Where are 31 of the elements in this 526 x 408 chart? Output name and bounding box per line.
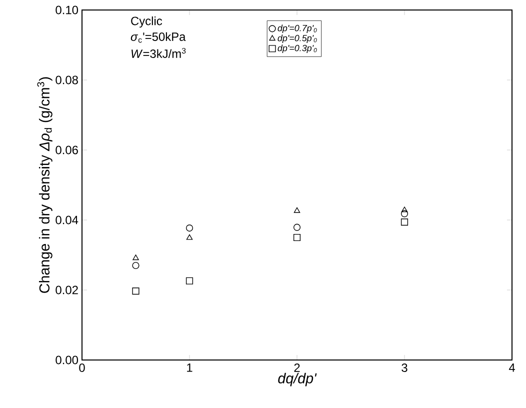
point xyxy=(132,288,140,295)
x-tick-label: 4 xyxy=(508,364,515,372)
annotation: σ$_{c}$'=50kPa xyxy=(130,32,186,43)
x-axis-title: dq/dp' xyxy=(278,372,317,386)
y-tick-label: 0.08 xyxy=(56,76,78,84)
point xyxy=(186,277,194,284)
y-axis-title: Change in dry density Δρ$_{d}$ (g/cm$^{3}$) xyxy=(37,77,52,293)
point xyxy=(293,234,301,242)
point xyxy=(186,234,193,240)
point xyxy=(294,207,300,213)
y-tick-label: 0.02 xyxy=(56,286,78,294)
x-tick-label: 1 xyxy=(187,364,192,372)
point xyxy=(401,206,408,212)
legend-label: dp'=0.3p'$_{0}$ xyxy=(278,44,317,54)
y-tick-label: 0.04 xyxy=(56,216,78,224)
point xyxy=(400,218,408,226)
annotation: Cyclic xyxy=(131,16,162,28)
annotation: W=3kJ/m$^{3}$ xyxy=(132,48,186,58)
point xyxy=(293,224,301,231)
point xyxy=(132,262,140,270)
x-tick-label: 2 xyxy=(294,364,300,372)
y-tick-label: 0.10 xyxy=(56,6,78,14)
point xyxy=(132,254,139,260)
legend-label: dp'=0.7p'$_{0}$ xyxy=(278,24,317,34)
x-tick-label: 3 xyxy=(402,364,408,372)
y-tick-label: 0.06 xyxy=(56,146,78,154)
point xyxy=(186,224,194,232)
x-tick-label: 0 xyxy=(79,364,85,372)
point xyxy=(400,210,408,218)
legend-label: dp'=0.5p'$_{0}$ xyxy=(278,34,317,44)
y-tick-label: 0.00 xyxy=(56,356,78,364)
